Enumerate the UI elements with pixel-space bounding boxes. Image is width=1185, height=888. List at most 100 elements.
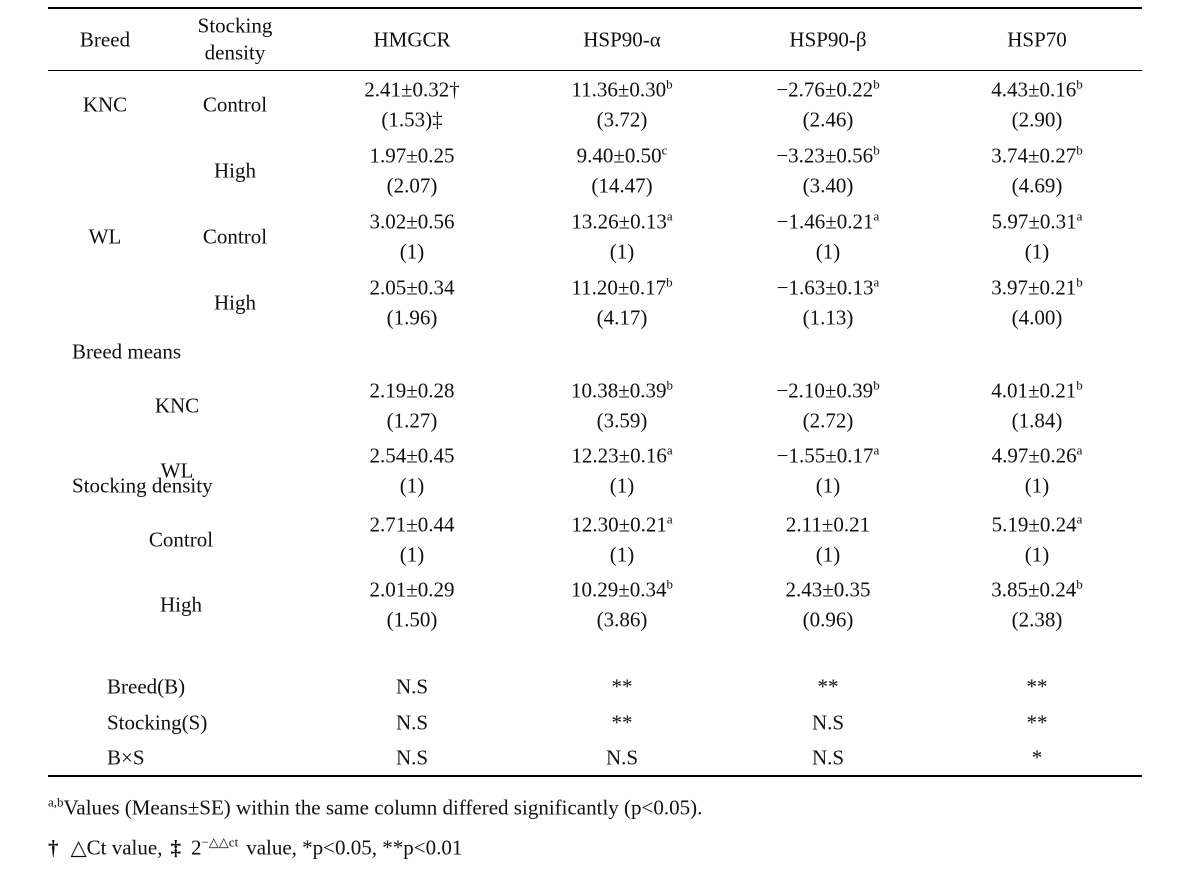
effect-label: Breed(B) <box>107 674 186 699</box>
mean-se: 2.01±0.29 <box>369 577 455 602</box>
cell-ratio: (1) <box>1024 542 1050 567</box>
mean-se: 4.01±0.21 <box>991 378 1077 403</box>
cell-value: 2.41±0.32† <box>364 77 460 102</box>
exponent: −△△ct <box>201 834 239 850</box>
density-label: Control <box>202 224 268 249</box>
cell-value: 5.19±0.24a <box>991 512 1083 537</box>
cell-ratio: (1) <box>1024 239 1050 264</box>
cell-ratio: (1) <box>399 542 425 567</box>
significance-letter: a <box>1076 442 1083 458</box>
significance-letter: b <box>873 377 880 393</box>
cell-value: 10.29±0.34b <box>570 576 674 602</box>
footnote-text: value, *p<0.05, **p<0.01 <box>246 835 463 860</box>
footnote: a,bValues (Means±SE) within the same col… <box>48 794 703 820</box>
cell-ratio: (2.90) <box>1011 107 1063 132</box>
mean-se: 10.29±0.34 <box>570 577 667 602</box>
cell-ratio: (1) <box>815 542 841 567</box>
significance-letter: a <box>666 442 673 458</box>
footnote-mark: a,b <box>48 794 64 810</box>
cell-ratio: (1.84) <box>1011 408 1063 433</box>
top-rule <box>48 7 1142 9</box>
cell-ratio: (4.17) <box>596 305 648 330</box>
effect-label: Stocking(S) <box>107 710 208 734</box>
cell-ratio: (1.50) <box>386 607 438 632</box>
significance-letter: b <box>666 576 674 592</box>
mean-se: 12.23±0.16 <box>571 443 667 468</box>
cell-ratio: (0.96) <box>802 607 854 632</box>
significance-letter: b <box>1076 274 1083 290</box>
subgroup-label: WL <box>160 458 194 483</box>
cell-ratio: (1.27) <box>386 408 438 433</box>
significance-cell: ** <box>817 674 839 699</box>
subgroup-label: KNC <box>154 393 200 418</box>
cell-ratio: (1) <box>399 239 425 264</box>
footnote: † △Ct value, ‡ 2−△△ct value, *p<0.05, **p<0.… <box>48 834 463 860</box>
cell-value: 3.85±0.24b <box>991 576 1083 601</box>
mean-se: −2.10±0.39 <box>776 378 874 403</box>
significance-cell: N.S <box>395 745 429 770</box>
column-header: HSP90-β <box>789 27 867 52</box>
mean-se: 2.19±0.28 <box>369 378 455 403</box>
cell-value: 9.40±0.50c <box>576 142 668 168</box>
cell-value: 3.02±0.56 <box>369 209 455 234</box>
mean-se: 3.74±0.27 <box>991 143 1077 168</box>
mean-se: 9.40±0.50 <box>576 143 662 168</box>
density-label: High <box>214 290 256 315</box>
cell-value: 2.43±0.35 <box>785 579 870 601</box>
cell-value: 11.20±0.17b <box>571 275 672 300</box>
significance-cell: ** <box>1026 674 1048 699</box>
mean-se: −1.55±0.17 <box>776 443 874 468</box>
cell-ratio: (1.53)‡ <box>381 107 443 132</box>
mean-se: 13.26±0.13 <box>571 209 667 234</box>
mean-se: 2.11±0.21 <box>785 512 871 537</box>
dagger: † <box>48 835 59 860</box>
group-label: Breed means <box>72 339 182 364</box>
significance-letter: c <box>661 142 668 158</box>
cell-ratio: (1.96) <box>386 305 438 330</box>
cell-value: 3.74±0.27b <box>991 142 1083 168</box>
column-header: HSP70 <box>1007 27 1067 52</box>
significance-letter: a <box>666 208 673 224</box>
significance-cell: N.S <box>395 674 429 699</box>
footnote-text: Values (Means±SE) within the same column… <box>63 795 703 820</box>
significance-letter: a <box>873 208 880 224</box>
significance-letter: b <box>1076 142 1083 158</box>
cell-value: 3.97±0.21b <box>991 274 1083 299</box>
significance-letter: a <box>873 274 880 290</box>
mean-se: 11.36±0.30 <box>571 77 667 102</box>
mean-se: 2.41±0.32† <box>364 77 460 102</box>
column-header: Stocking density <box>197 13 273 65</box>
mean-se: 3.02±0.56 <box>369 209 455 234</box>
mean-se: 11.20±0.17 <box>571 275 667 300</box>
cell-ratio: (2.07) <box>386 173 438 198</box>
cell-ratio: (3.59) <box>596 408 648 433</box>
mean-se: 5.19±0.24 <box>991 512 1077 537</box>
mean-se: 12.30±0.21 <box>571 512 667 537</box>
subgroup-label: High <box>160 592 202 617</box>
cell-ratio: (3.40) <box>802 173 854 198</box>
bottom-rule <box>48 775 1142 777</box>
cell-value: 5.97±0.31a <box>992 210 1083 233</box>
significance-letter: a <box>873 442 880 458</box>
significance-letter: b <box>1076 377 1083 393</box>
cell-value: 12.30±0.21a <box>571 512 672 537</box>
significance-letter: b <box>1076 576 1083 592</box>
cell-ratio: (4.69) <box>1011 173 1063 198</box>
cell-ratio: (4.00) <box>1011 305 1063 330</box>
mean-se: 2.54±0.45 <box>369 443 455 468</box>
cell-ratio: (3.72) <box>596 107 648 132</box>
cell-value: 4.97±0.26a <box>992 442 1083 467</box>
mean-se: 10.38±0.39 <box>570 378 667 403</box>
significance-cell: N.S <box>811 745 845 770</box>
cell-ratio: (2.46) <box>802 107 854 132</box>
significance-cell: N.S <box>811 710 845 734</box>
cell-value: 10.38±0.39b <box>570 378 673 403</box>
subgroup-label: Control <box>148 527 214 552</box>
mean-se: 4.43±0.16 <box>991 77 1077 102</box>
cell-value: 2.05±0.34 <box>369 277 454 299</box>
group-label: Stocking density <box>72 473 213 498</box>
mean-se: −1.46±0.21 <box>776 209 874 234</box>
cell-ratio: (1) <box>815 473 841 498</box>
cell-value: 12.23±0.16a <box>571 442 673 468</box>
column-header: Breed <box>79 27 131 52</box>
